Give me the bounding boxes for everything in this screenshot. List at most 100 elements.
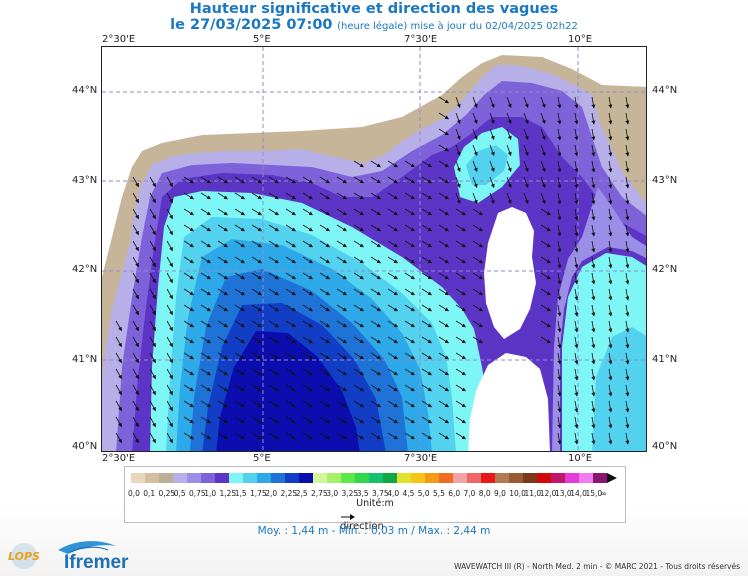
wave-direction-arrow bbox=[387, 272, 398, 280]
wave-direction-arrow bbox=[302, 432, 313, 440]
legend-swatch bbox=[285, 473, 299, 483]
wave-direction-arrow bbox=[574, 336, 579, 349]
wave-direction-arrow bbox=[234, 416, 245, 424]
wave-direction-arrow bbox=[302, 192, 313, 200]
wave-direction-arrow bbox=[319, 320, 330, 328]
wave-direction-arrow bbox=[574, 208, 579, 221]
wave-direction-arrow bbox=[591, 352, 596, 365]
wave-direction-arrow bbox=[557, 112, 562, 125]
wave-direction-arrow bbox=[302, 176, 313, 184]
wave-direction-arrow bbox=[472, 272, 483, 280]
wave-direction-arrow bbox=[625, 240, 630, 253]
wave-direction-arrow bbox=[268, 384, 279, 392]
wave-direction-arrow bbox=[438, 208, 449, 216]
wave-direction-arrow bbox=[285, 288, 296, 296]
wave-direction-arrow bbox=[370, 192, 381, 200]
wave-direction-arrow bbox=[336, 288, 347, 296]
wave-direction-arrow bbox=[302, 416, 313, 424]
wave-direction-arrow bbox=[132, 272, 139, 284]
wave-direction-arrow bbox=[608, 256, 613, 269]
wave-direction-arrow bbox=[540, 192, 546, 205]
wave-direction-arrow bbox=[370, 384, 381, 392]
wave-direction-arrow bbox=[387, 192, 398, 200]
wave-direction-arrow bbox=[353, 432, 364, 440]
wave-direction-arrow bbox=[625, 256, 630, 269]
wave-direction-arrow bbox=[608, 176, 613, 189]
wave-direction-arrow bbox=[268, 400, 279, 408]
wave-direction-arrow bbox=[234, 352, 245, 360]
wave-direction-arrow bbox=[183, 432, 194, 440]
wave-direction-arrow bbox=[608, 416, 613, 429]
wave-direction-arrow bbox=[302, 384, 313, 392]
wave-direction-arrow bbox=[387, 288, 398, 296]
lon-tick-bottom: 10°E bbox=[568, 453, 593, 464]
wave-direction-arrow bbox=[183, 368, 194, 376]
wave-direction-arrow bbox=[608, 432, 613, 445]
wave-direction-arrow bbox=[625, 208, 630, 221]
wave-direction-arrow bbox=[217, 432, 228, 440]
wave-direction-arrow bbox=[149, 208, 156, 220]
wave-direction-arrow bbox=[319, 176, 330, 184]
wave-map[interactable] bbox=[101, 46, 647, 452]
wave-direction-arrow bbox=[166, 368, 173, 380]
lon-tick-top: 5°E bbox=[253, 34, 271, 45]
wave-direction-arrow bbox=[353, 368, 364, 376]
legend-swatch bbox=[145, 473, 159, 483]
wave-direction-arrow bbox=[472, 112, 478, 125]
wave-direction-arrow bbox=[506, 112, 512, 125]
wave-direction-arrow bbox=[540, 288, 551, 296]
wave-direction-arrow bbox=[251, 288, 262, 296]
wave-direction-arrow bbox=[591, 384, 596, 397]
wave-direction-arrow bbox=[404, 224, 415, 232]
sardinia-island bbox=[468, 353, 550, 451]
legend-label: 11,0 bbox=[524, 489, 542, 498]
wave-direction-arrow bbox=[336, 272, 347, 280]
wave-direction-arrow bbox=[438, 320, 449, 328]
wave-direction-arrow bbox=[608, 128, 613, 141]
wave-direction-arrow bbox=[421, 272, 432, 280]
wave-direction-arrow bbox=[455, 160, 461, 173]
wave-direction-arrow bbox=[285, 352, 296, 360]
wave-direction-arrow bbox=[200, 256, 211, 264]
wave-direction-arrow bbox=[625, 368, 630, 381]
legend-swatch bbox=[257, 473, 271, 483]
wave-direction-arrow bbox=[319, 224, 330, 232]
wave-direction-arrow bbox=[523, 144, 529, 157]
wave-direction-arrow bbox=[540, 176, 546, 189]
wave-direction-arrow bbox=[472, 304, 483, 312]
wave-direction-arrow bbox=[387, 224, 398, 232]
wave-direction-arrow bbox=[353, 192, 364, 200]
wave-direction-arrow bbox=[438, 352, 449, 360]
wave-direction-arrow bbox=[302, 208, 313, 216]
legend-swatch bbox=[481, 473, 495, 483]
wave-direction-arrow bbox=[302, 320, 313, 328]
wave-direction-arrow bbox=[166, 240, 173, 252]
wave-direction-arrow bbox=[438, 128, 449, 136]
wave-direction-arrow bbox=[608, 288, 613, 301]
wave-direction-arrow bbox=[166, 400, 173, 412]
wave-direction-arrow bbox=[438, 400, 449, 408]
wave-direction-arrow bbox=[574, 192, 579, 205]
wave-direction-arrow bbox=[370, 272, 381, 280]
wave-direction-arrow bbox=[319, 352, 330, 360]
wave-direction-arrow bbox=[166, 352, 173, 364]
wave-direction-arrow bbox=[608, 368, 613, 381]
wave-direction-arrow bbox=[132, 384, 139, 396]
wave-direction-arrow bbox=[200, 240, 211, 248]
wave-direction-arrow bbox=[591, 144, 596, 157]
wave-direction-arrow bbox=[625, 192, 630, 205]
update-note: (heure légale) mise à jour du 02/04/2025… bbox=[337, 21, 578, 32]
wave-direction-arrow bbox=[608, 160, 613, 173]
wave-direction-arrow bbox=[234, 240, 245, 248]
wave-direction-arrow bbox=[387, 432, 398, 440]
legend-label: 2,0 bbox=[265, 489, 278, 498]
wave-direction-arrow bbox=[455, 112, 461, 125]
wave-direction-arrow bbox=[574, 400, 579, 413]
direction-label: direction bbox=[340, 521, 384, 532]
legend-swatch bbox=[327, 473, 341, 483]
wave-direction-arrow bbox=[506, 144, 512, 157]
wave-direction-arrow bbox=[285, 304, 296, 312]
wave-direction-arrow bbox=[387, 336, 398, 344]
wave-direction-arrow bbox=[285, 416, 296, 424]
legend-swatch bbox=[229, 473, 243, 483]
